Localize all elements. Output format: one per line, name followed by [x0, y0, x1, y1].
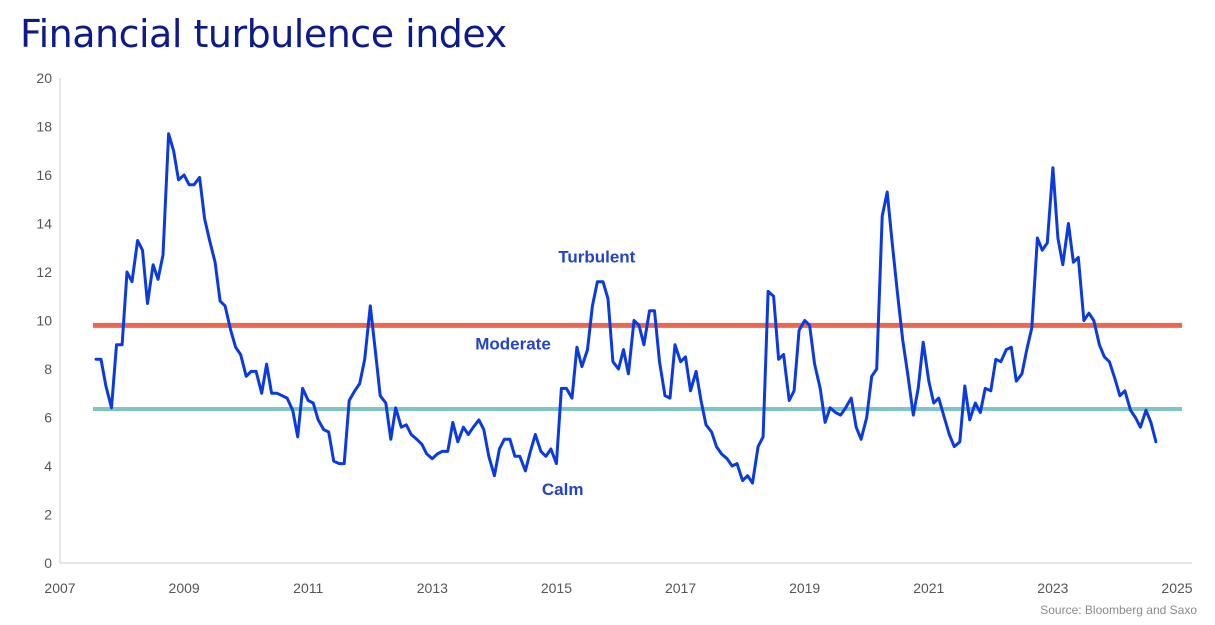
x-tick-label: 2019 — [789, 580, 820, 596]
zone-label-calm: Calm — [542, 480, 584, 499]
y-tick-label: 20 — [36, 70, 52, 86]
zone-labels: Turbulent Moderate Calm — [475, 247, 635, 499]
x-tick-label: 2015 — [541, 580, 572, 596]
y-tick-label: 2 — [44, 507, 52, 523]
y-tick-label: 6 — [44, 410, 52, 426]
chart-title: Financial turbulence index — [20, 12, 507, 56]
axes — [59, 78, 1192, 564]
series-layer — [94, 132, 1158, 485]
y-tick-label: 0 — [44, 555, 52, 571]
x-tick-label: 2009 — [169, 580, 200, 596]
y-tick-label: 16 — [36, 167, 52, 183]
x-tick-label: 2025 — [1161, 580, 1192, 596]
x-tick-label: 2023 — [1037, 580, 1068, 596]
y-tick-label: 10 — [36, 313, 52, 329]
y-tick-label: 8 — [44, 361, 52, 377]
y-tick-label: 14 — [36, 216, 52, 232]
x-tick-labels: 2007 2009 2011 2013 2015 2017 2019 2021 2023 2025 — [44, 580, 1192, 596]
x-tick-label: 2011 — [293, 580, 323, 596]
source-note: Source: Bloomberg and Saxo — [1040, 603, 1197, 617]
x-tick-label: 2007 — [44, 580, 75, 596]
x-tick-label: 2021 — [913, 580, 944, 596]
y-tick-label: 4 — [44, 458, 52, 474]
x-tick-label: 2013 — [417, 580, 448, 596]
threshold-lines — [93, 322, 1182, 412]
turbulence-series-line — [94, 132, 1158, 485]
zone-label-turbulent: Turbulent — [558, 247, 635, 266]
y-tick-label: 12 — [36, 264, 52, 280]
zone-label-moderate: Moderate — [475, 335, 551, 354]
x-tick-label: 2017 — [665, 580, 696, 596]
y-tick-label: 18 — [36, 119, 52, 135]
y-tick-labels: 0 2 4 6 8 10 12 14 16 18 20 — [36, 70, 52, 571]
